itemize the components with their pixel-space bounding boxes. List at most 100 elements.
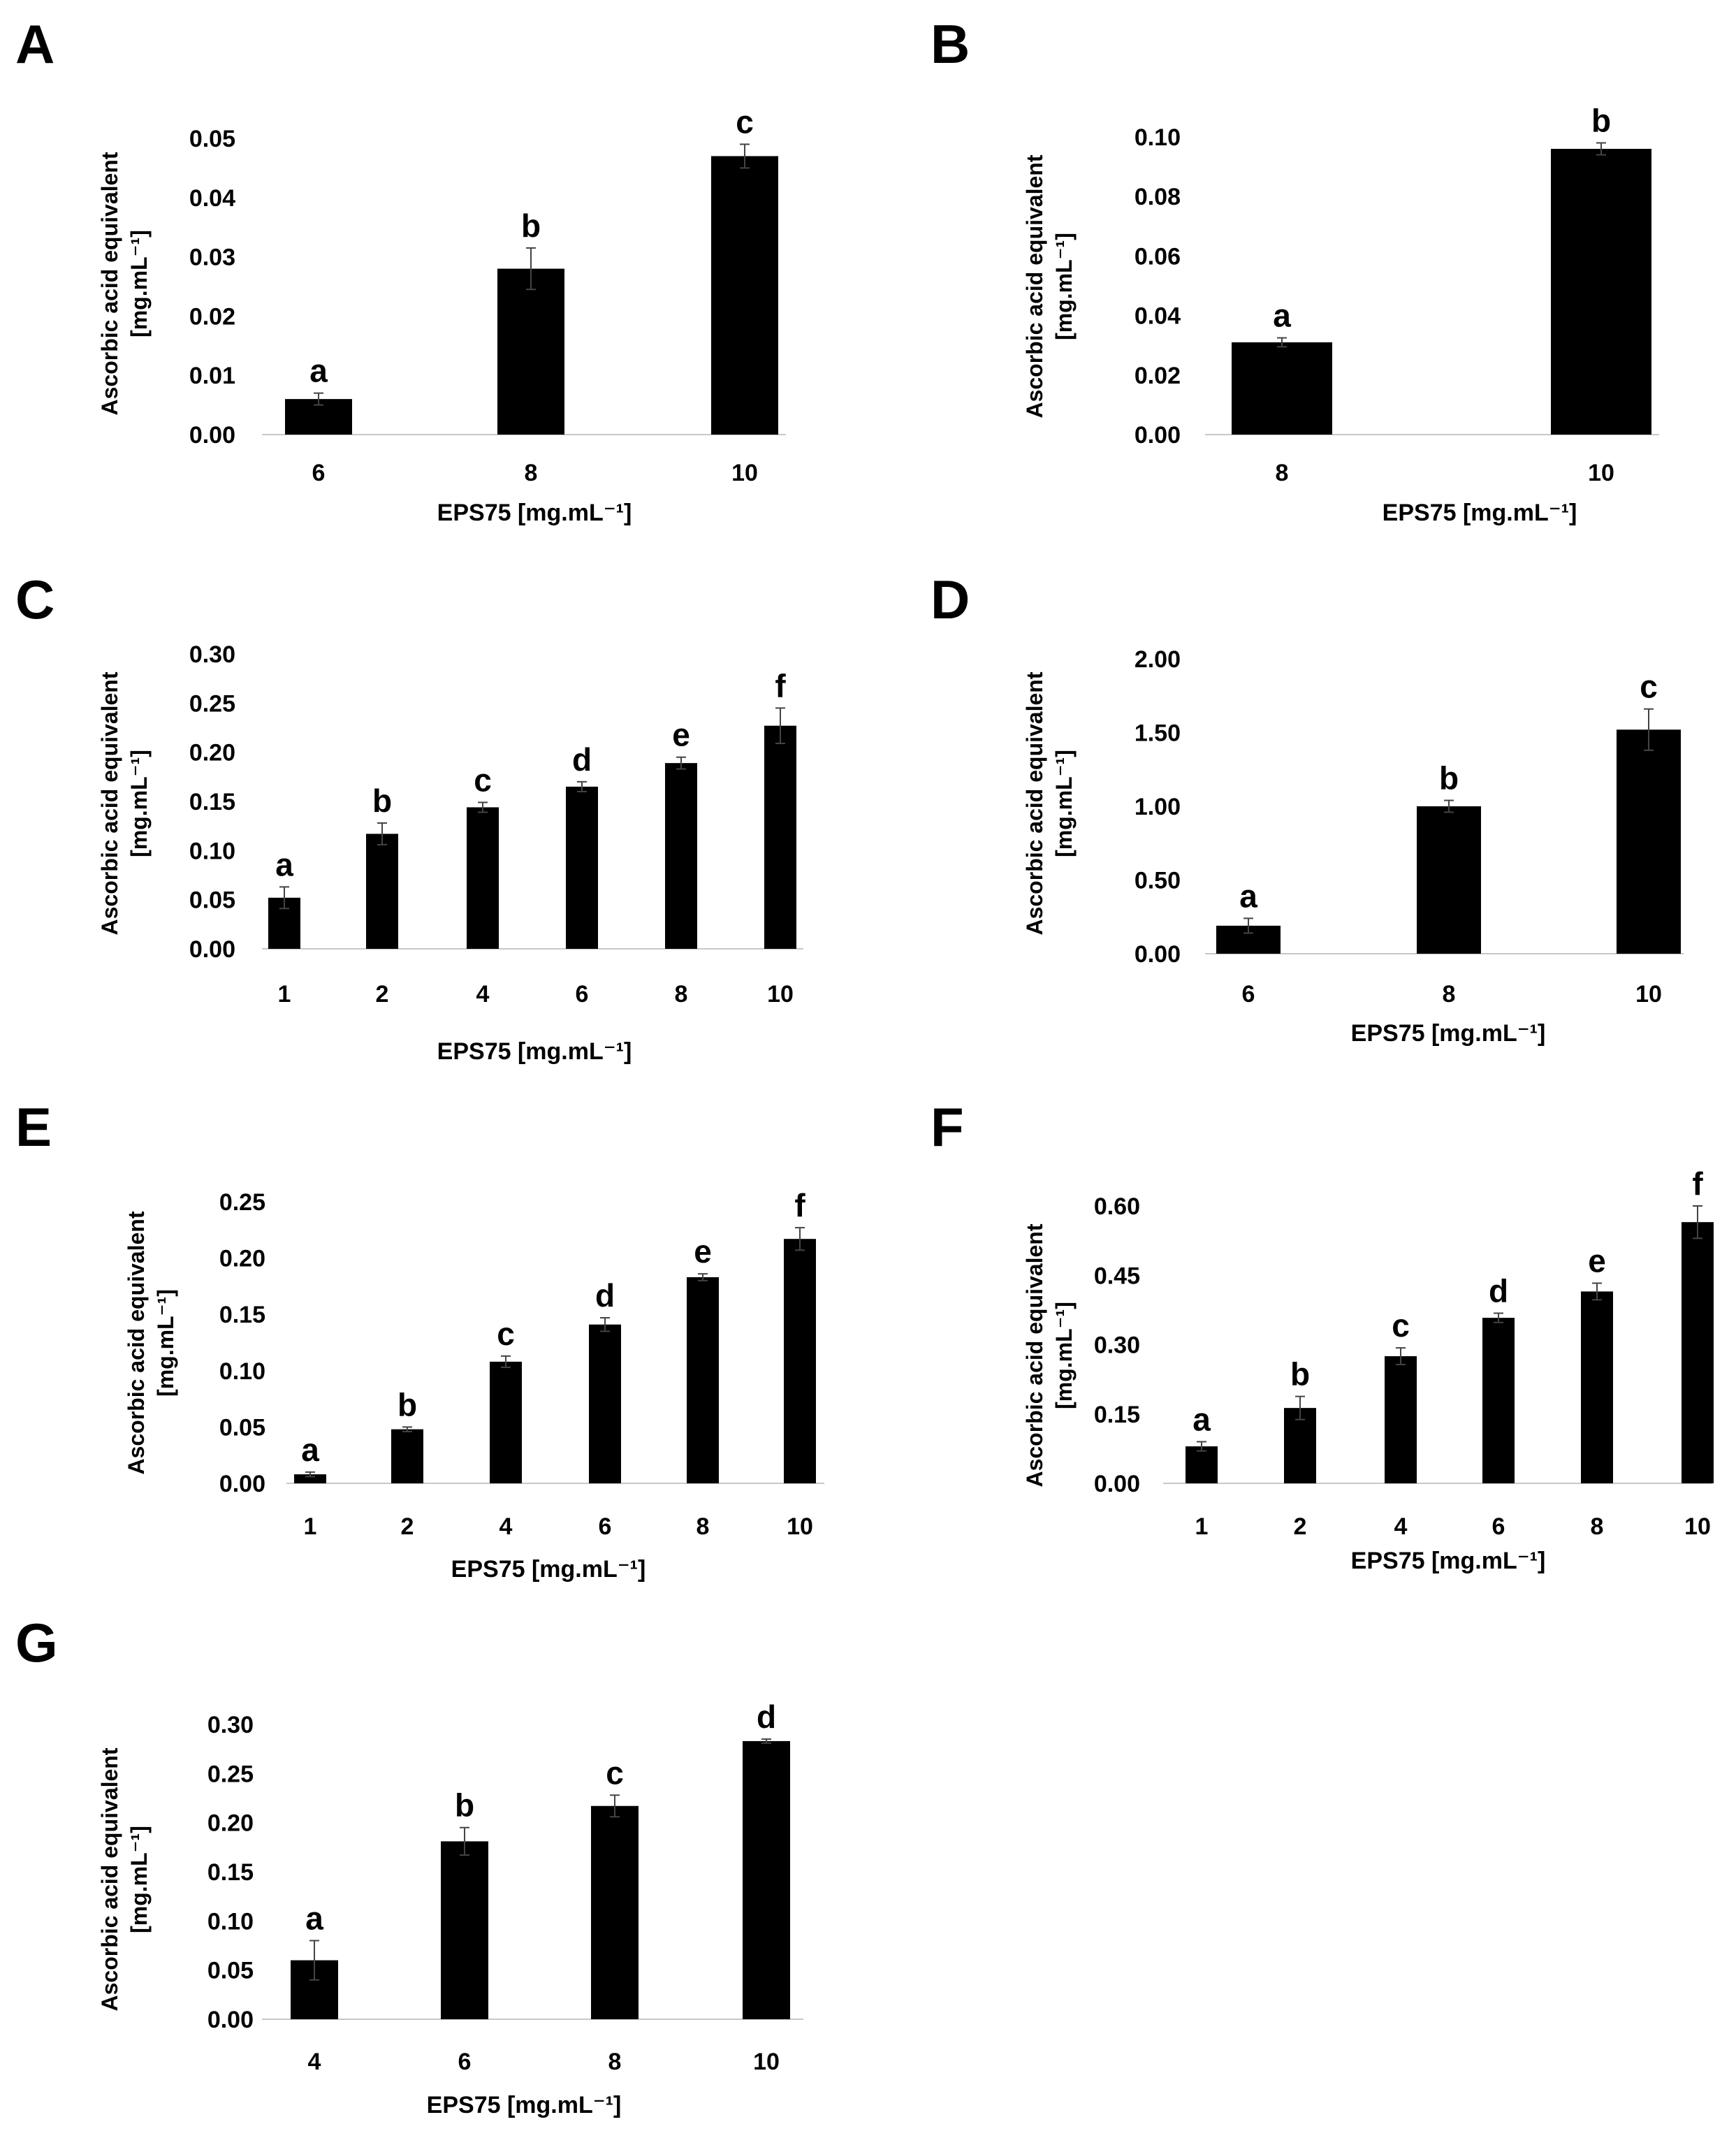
y-tick-label: 0.10 (1135, 124, 1181, 151)
chart-panel-c: C 0.00 0.05 0.10 0.15 0.20 0.25 0.30 a 1 b 2 c 4 d 6 e 8 f… (15, 569, 803, 1065)
x-tick-label: 10 (753, 2049, 780, 2075)
y-tick-label: 0.00 (1094, 1471, 1140, 1497)
x-tick-label: 8 (675, 981, 688, 1008)
error-bar (314, 392, 323, 406)
significance-letter: f (775, 667, 786, 704)
error-bar (501, 1355, 511, 1368)
x-tick-label: 2 (1294, 1513, 1307, 1540)
y-tick-label: 0.10 (189, 838, 235, 864)
y-tick-label: 0.00 (1135, 422, 1181, 449)
x-tick-label: 10 (1635, 981, 1662, 1008)
significance-letter: a (1273, 298, 1291, 334)
x-tick-label: 6 (312, 460, 326, 486)
y-axis-title: Ascorbic acid equivalent (97, 671, 122, 935)
bar (1284, 1408, 1316, 1483)
error-bar (740, 143, 750, 169)
panel-letter: B (931, 13, 970, 75)
y-axis-title: Ascorbic acid equivalent (97, 152, 122, 415)
x-tick-label: 10 (1684, 1513, 1711, 1540)
y-tick-label: 0.15 (207, 1859, 254, 1886)
bar (391, 1429, 423, 1483)
bar (566, 786, 598, 949)
x-axis-title: EPS75 [mg.mL⁻¹] (437, 500, 632, 526)
y-axis-unit: [mg.mL⁻¹] (1051, 750, 1077, 857)
y-tick-label: 0.30 (1094, 1332, 1140, 1359)
error-bar (1295, 1395, 1305, 1420)
bar (490, 1361, 522, 1483)
bar (665, 763, 697, 949)
significance-letter: c (474, 762, 492, 798)
error-bar (698, 1273, 708, 1281)
bar (1617, 729, 1681, 954)
significance-letter: c (736, 103, 754, 140)
bar (1232, 342, 1332, 435)
y-tick-label: 0.05 (207, 1958, 254, 1984)
chart-panel-a: A 0.00 0.01 0.02 0.03 0.04 0.05 a 6 b 8 c 10 EPS75 [m… (15, 13, 786, 526)
error-bar (377, 822, 387, 845)
x-tick-label: 10 (1588, 460, 1614, 486)
x-tick-label: 10 (787, 1513, 813, 1540)
y-axis-unit: [mg.mL⁻¹] (153, 1289, 178, 1397)
chart-panel-e: E 0.00 0.05 0.10 0.15 0.20 0.25 a 1 b 2 c 4 d 6 e 8 f 10 EP… (15, 1096, 824, 1583)
y-tick-label: 0.01 (189, 363, 235, 389)
y-axis-unit: [mg.mL⁻¹] (1051, 233, 1077, 340)
error-bar (1277, 337, 1287, 348)
x-axis-title: EPS75 [mg.mL⁻¹] (1383, 500, 1577, 526)
y-axis-unit: [mg.mL⁻¹] (126, 230, 152, 337)
y-tick-label: 0.60 (1094, 1193, 1140, 1220)
y-tick-label: 0.08 (1135, 184, 1181, 210)
y-tick-label: 0.00 (207, 2007, 254, 2033)
panel-letter: G (15, 1612, 58, 1673)
x-tick-label: 2 (376, 981, 389, 1008)
error-bar (577, 780, 587, 792)
x-tick-label: 6 (458, 2049, 472, 2075)
y-tick-label: 0.15 (189, 789, 235, 815)
x-axis-title: EPS75 [mg.mL⁻¹] (427, 2092, 622, 2118)
y-axis-unit: [mg.mL⁻¹] (126, 1826, 152, 1933)
y-tick-label: 1.50 (1135, 720, 1181, 747)
y-tick-label: 0.04 (189, 185, 235, 212)
bar (1581, 1291, 1613, 1483)
error-bar (1444, 799, 1454, 813)
significance-letter: b (372, 783, 392, 819)
significance-letter: f (794, 1187, 805, 1223)
y-tick-label: 0.25 (219, 1189, 265, 1216)
error-bar (478, 801, 488, 813)
y-tick-label: 0.30 (189, 641, 235, 668)
bar (589, 1324, 621, 1483)
y-tick-label: 0.05 (189, 126, 235, 152)
y-tick-label: 0.20 (207, 1810, 254, 1837)
significance-letter: c (1392, 1307, 1410, 1344)
error-bar (1596, 142, 1606, 156)
y-tick-label: 0.00 (1135, 941, 1181, 968)
bar (687, 1277, 719, 1483)
y-tick-label: 0.15 (1094, 1402, 1140, 1428)
x-tick-label: 10 (767, 981, 794, 1008)
y-tick-label: 0.20 (219, 1246, 265, 1272)
error-bar (402, 1426, 412, 1432)
y-tick-label: 0.00 (219, 1471, 265, 1497)
y-tick-label: 2.00 (1135, 646, 1181, 673)
chart-panel-g: G 0.00 0.05 0.10 0.15 0.20 0.25 0.30 a 4 b 6 c 8 d 10 EP… (15, 1612, 803, 2118)
significance-letter: e (672, 717, 690, 753)
y-tick-label: 0.06 (1135, 243, 1181, 270)
significance-letter: e (1588, 1242, 1606, 1279)
significance-letter: d (595, 1277, 615, 1314)
bar (1385, 1356, 1417, 1483)
significance-letter: a (309, 353, 328, 389)
significance-letter: c (497, 1316, 515, 1352)
y-axis-title: Ascorbic acid equivalent (124, 1211, 149, 1474)
y-tick-label: 0.30 (207, 1712, 254, 1738)
error-bar (1197, 1441, 1206, 1452)
x-tick-label: 8 (1276, 460, 1289, 486)
x-tick-label: 6 (1242, 981, 1255, 1008)
y-axis-unit: [mg.mL⁻¹] (126, 750, 152, 857)
y-tick-label: 0.04 (1135, 303, 1181, 330)
significance-letter: b (397, 1386, 417, 1423)
error-bar (610, 1794, 620, 1818)
error-bar (1243, 917, 1253, 934)
error-bar (795, 1227, 805, 1251)
y-tick-label: 1.00 (1135, 794, 1181, 820)
bar (784, 1239, 816, 1483)
